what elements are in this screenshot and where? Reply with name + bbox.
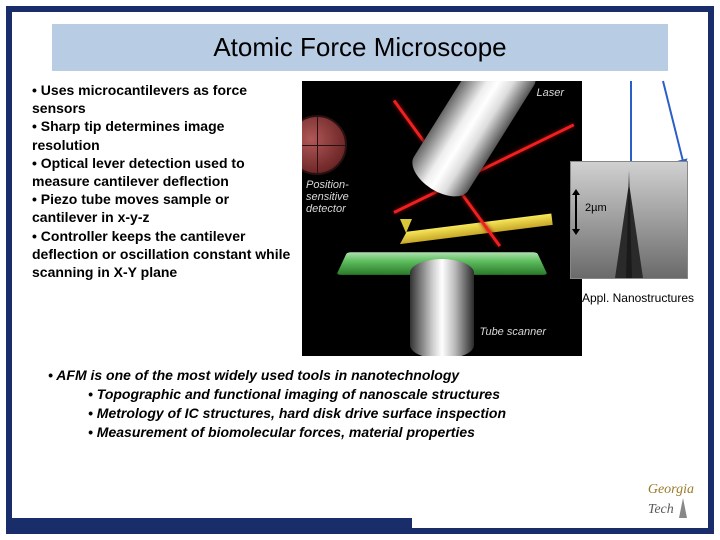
bullet-item: • Uses microcantilevers as force sensors <box>32 81 292 117</box>
cantilever-tip <box>400 219 412 233</box>
content-row: • Uses microcantilevers as force sensors… <box>12 81 708 356</box>
bullet-text: Optical lever detection used to measure … <box>32 155 245 189</box>
scale-bar-icon <box>575 194 577 230</box>
logo-text-1: Georgia <box>648 482 694 497</box>
scale-label: 2µm <box>585 202 607 214</box>
detector-crosshair <box>302 145 345 146</box>
bullet-item: • Controller keeps the cantilever deflec… <box>32 227 292 282</box>
georgia-tech-logo: Georgia Tech <box>648 482 694 518</box>
inset-caption: Appl. Nanostructures <box>582 291 694 305</box>
bottom-text: • AFM is one of the most widely used too… <box>12 356 708 442</box>
afm-tip-silhouette <box>626 170 632 278</box>
bullet-text: Sharp tip determines image resolution <box>32 118 224 152</box>
label-laser: Laser <box>536 87 564 99</box>
bottom-sub: • Measurement of biomolecular forces, ma… <box>88 423 678 442</box>
sem-inset: 2µm <box>570 161 688 279</box>
bullet-item: • Optical lever detection used to measur… <box>32 154 292 190</box>
label-tube: Tube scanner <box>480 326 546 338</box>
logo-text-2: Tech <box>648 502 674 517</box>
slide-frame: Atomic Force Microscope • Uses microcant… <box>6 6 714 534</box>
bottom-sub-text: Measurement of biomolecular forces, mate… <box>97 424 475 440</box>
bottom-accent-bar <box>12 518 412 528</box>
bottom-sub-text: Metrology of IC structures, hard disk dr… <box>97 405 506 421</box>
bottom-lead-text: AFM is one of the most widely used tools… <box>56 367 459 383</box>
pointer-arrow <box>662 81 684 161</box>
cantilever <box>400 213 553 244</box>
bullet-text: Controller keeps the cantilever deflecti… <box>32 228 290 280</box>
tower-icon <box>679 498 687 518</box>
laser-source <box>404 81 543 206</box>
bottom-sub: • Metrology of IC structures, hard disk … <box>88 404 678 423</box>
label-detector: Position- sensitive detector <box>306 179 364 215</box>
bullet-text: Piezo tube moves sample or cantilever in… <box>32 191 229 225</box>
bottom-sub: • Topographic and functional imaging of … <box>88 385 678 404</box>
bullet-text: Uses microcantilevers as force sensors <box>32 82 247 116</box>
pointer-arrow <box>630 81 632 163</box>
bullet-item: • Piezo tube moves sample or cantilever … <box>32 190 292 226</box>
tube-scanner <box>410 259 474 356</box>
afm-diagram: Laser Position- sensitive detector Tube … <box>302 81 582 356</box>
position-detector <box>302 115 347 175</box>
bottom-lead: • AFM is one of the most widely used too… <box>48 366 678 385</box>
figure-area: Laser Position- sensitive detector Tube … <box>302 81 688 356</box>
slide-title: Atomic Force Microscope <box>52 24 668 71</box>
bullet-item: • Sharp tip determines image resolution <box>32 117 292 153</box>
bottom-sub-text: Topographic and functional imaging of na… <box>97 386 500 402</box>
bullet-list: • Uses microcantilevers as force sensors… <box>32 81 292 356</box>
